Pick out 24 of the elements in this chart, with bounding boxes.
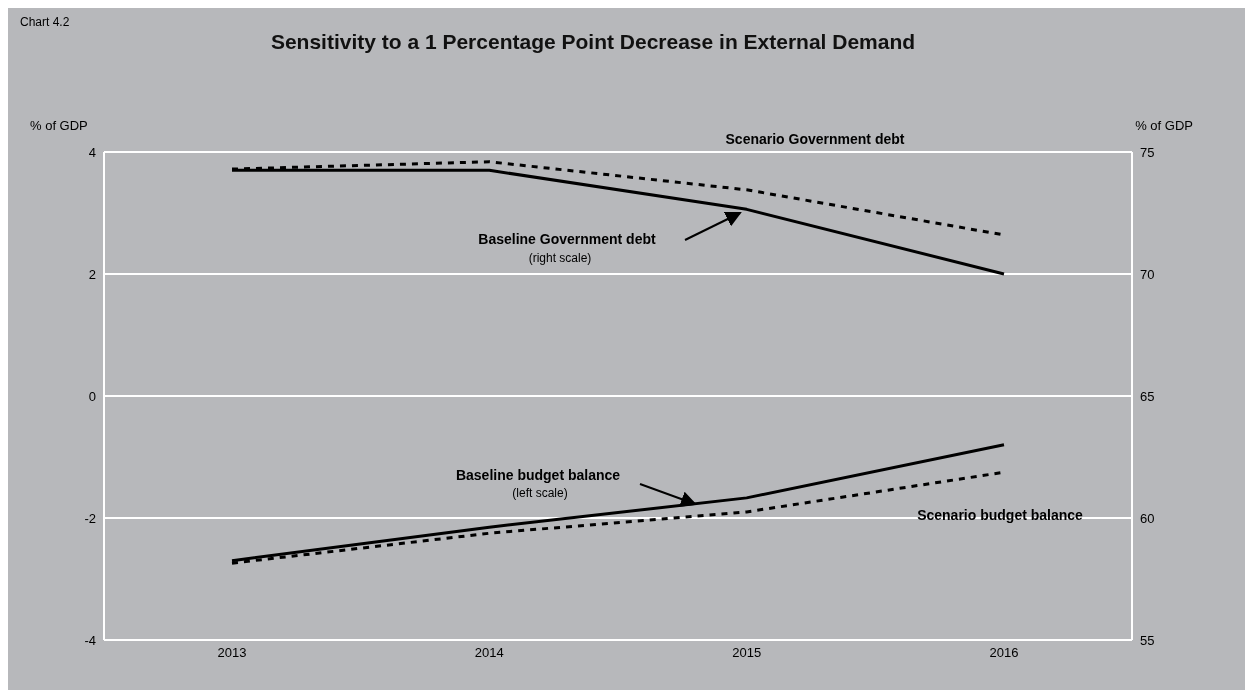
- chart-title: Sensitivity to a 1 Percentage Point Decrease in External Demand: [269, 30, 917, 54]
- series-label: Scenario budget balance: [917, 507, 1084, 523]
- y2-tick-label: 65: [1140, 388, 1155, 404]
- x-tick-label: 2016: [989, 645, 1019, 661]
- annotation: (left scale): [512, 486, 568, 500]
- x-tick-label: 2014: [474, 645, 504, 661]
- y2-axis-title: % of GDP: [1135, 118, 1193, 133]
- y-tick-label: 2: [88, 266, 96, 282]
- y-axis-title: % of GDP: [30, 118, 88, 133]
- text: Scenario Government debt: [725, 131, 905, 147]
- text: Baseline budget balance: [455, 467, 621, 483]
- y-tick-label: 0: [88, 388, 96, 404]
- y2-tick-label: 60: [1140, 510, 1155, 526]
- y-tick-label: -4: [84, 632, 96, 648]
- y-tick-label: -2: [84, 510, 96, 526]
- y2-tick-label: 75: [1140, 144, 1155, 160]
- annotation: (right scale): [528, 251, 592, 265]
- x-tick-label: 2015: [732, 645, 762, 661]
- text: Baseline Government debt: [478, 231, 657, 247]
- y2-tick-label: 55: [1140, 632, 1155, 648]
- y-tick-label: 4: [88, 144, 96, 160]
- y2-tick-label: 70: [1140, 266, 1155, 282]
- caption: Chart 4.2: [20, 15, 70, 29]
- x-tick-label: 2013: [217, 645, 247, 661]
